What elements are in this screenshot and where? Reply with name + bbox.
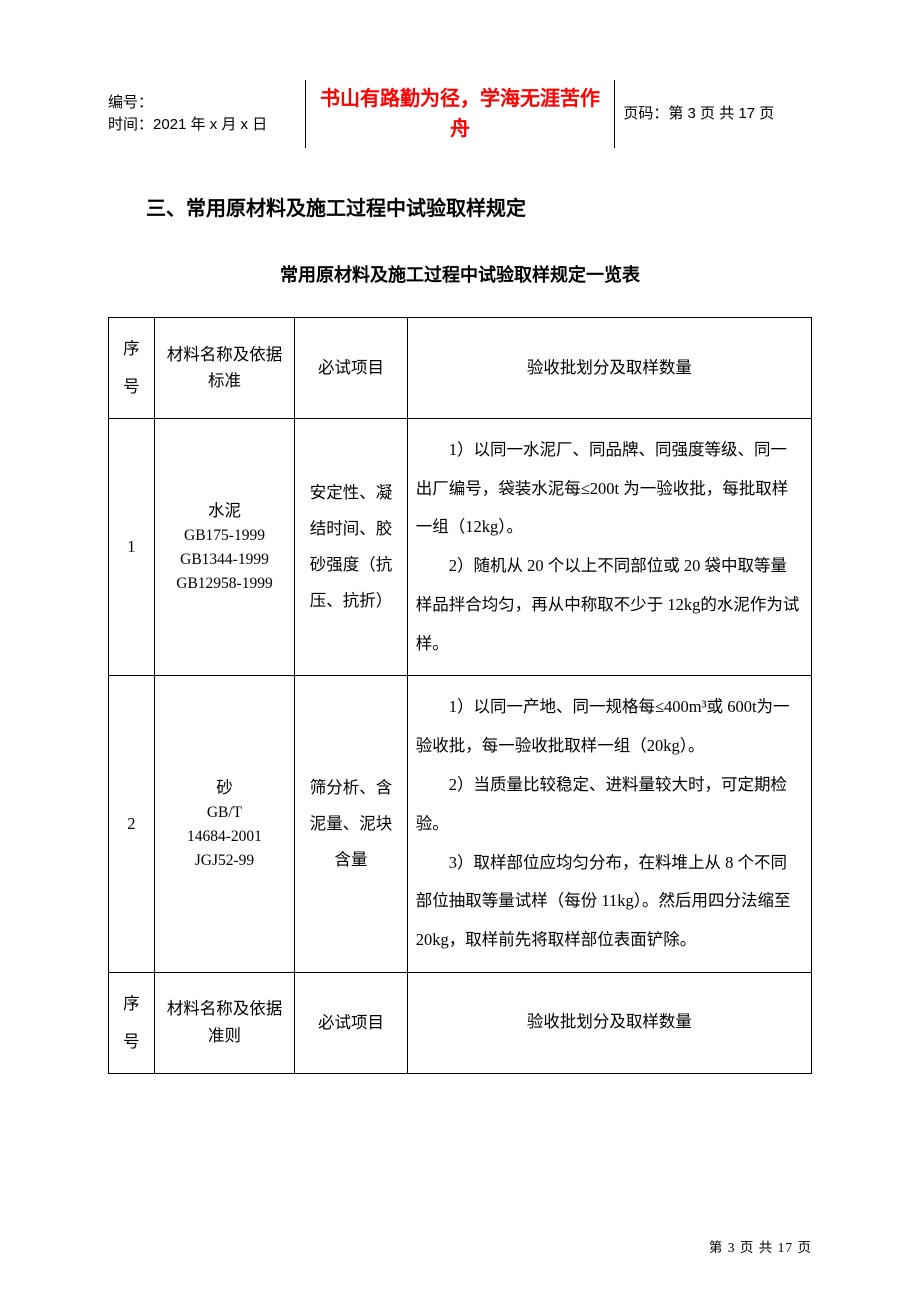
th-desc: 验收批划分及取样数量 xyxy=(407,318,811,419)
table-row: 1 水泥 GB175-1999 GB1344-1999 GB12958-1999… xyxy=(109,418,812,676)
material-standards: GB/T 14684-2001 JGJ52-99 xyxy=(163,801,287,873)
tf-test: 必试项目 xyxy=(295,972,407,1073)
tf-index: 序号 xyxy=(109,972,155,1073)
cell-desc: 1）以同一产地、同一规格每≤400m³或 600t为一验收批，每一验收批取样一组… xyxy=(407,676,811,972)
header-left-cell: 编号： 时间：2021 年 x 月 x 日 xyxy=(108,80,305,148)
desc-item: 1）以同一产地、同一规格每≤400m³或 600t为一验收批，每一验收批取样一组… xyxy=(416,688,803,766)
material-name: 砂 xyxy=(163,775,287,801)
th-index: 序号 xyxy=(109,318,155,419)
table-caption: 常用原材料及施工过程中试验取样规定一览表 xyxy=(108,261,812,287)
desc-item: 1）以同一水泥厂、同品牌、同强度等级、同一出厂编号，袋装水泥每≤200t 为一验… xyxy=(416,431,803,547)
desc-item: 2）随机从 20 个以上不同部位或 20 袋中取等量样品拌合均匀，再从中称取不少… xyxy=(416,547,803,663)
cell-desc: 1）以同一水泥厂、同品牌、同强度等级、同一出厂编号，袋装水泥每≤200t 为一验… xyxy=(407,418,811,676)
th-name: 材料名称及依据标准 xyxy=(154,318,295,419)
desc-item: 2）当质量比较稳定、进料量较大时，可定期检验。 xyxy=(416,766,803,844)
doc-time-label: 时间：2021 年 x 月 x 日 xyxy=(108,114,297,137)
th-test: 必试项目 xyxy=(295,318,407,419)
tf-desc: 验收批划分及取样数量 xyxy=(407,972,811,1073)
material-standards: GB175-1999 GB1344-1999 GB12958-1999 xyxy=(163,524,287,596)
cell-name: 水泥 GB175-1999 GB1344-1999 GB12958-1999 xyxy=(154,418,295,676)
table-footer-row: 序号 材料名称及依据准则 必试项目 验收批划分及取样数量 xyxy=(109,972,812,1073)
doc-id-label: 编号： xyxy=(108,92,297,115)
cell-name: 砂 GB/T 14684-2001 JGJ52-99 xyxy=(154,676,295,972)
materials-table: 序号 材料名称及依据标准 必试项目 验收批划分及取样数量 1 水泥 GB175-… xyxy=(108,317,812,1074)
cell-test: 安定性、凝结时间、胶砂强度（抗压、抗折） xyxy=(295,418,407,676)
tf-name: 材料名称及依据准则 xyxy=(154,972,295,1073)
table-header-row: 序号 材料名称及依据标准 必试项目 验收批划分及取样数量 xyxy=(109,318,812,419)
page-footer: 第 3 页 共 17 页 xyxy=(709,1236,812,1256)
table-row: 2 砂 GB/T 14684-2001 JGJ52-99 筛分析、含泥量、泥块含… xyxy=(109,676,812,972)
doc-header: 编号： 时间：2021 年 x 月 x 日 书山有路勤为径，学海无涯苦作舟 页码… xyxy=(108,80,812,148)
cell-index: 1 xyxy=(109,418,155,676)
section-heading: 三、常用原材料及施工过程中试验取样规定 xyxy=(108,192,812,221)
header-motto: 书山有路勤为径，学海无涯苦作舟 xyxy=(305,80,615,148)
cell-index: 2 xyxy=(109,676,155,972)
header-page-label: 页码：第 3 页 共 17 页 xyxy=(615,80,812,148)
cell-test: 筛分析、含泥量、泥块含量 xyxy=(295,676,407,972)
material-name: 水泥 xyxy=(163,498,287,524)
desc-item: 3）取样部位应均匀分布，在料堆上从 8 个不同部位抽取等量试样（每份 11kg）… xyxy=(416,844,803,960)
